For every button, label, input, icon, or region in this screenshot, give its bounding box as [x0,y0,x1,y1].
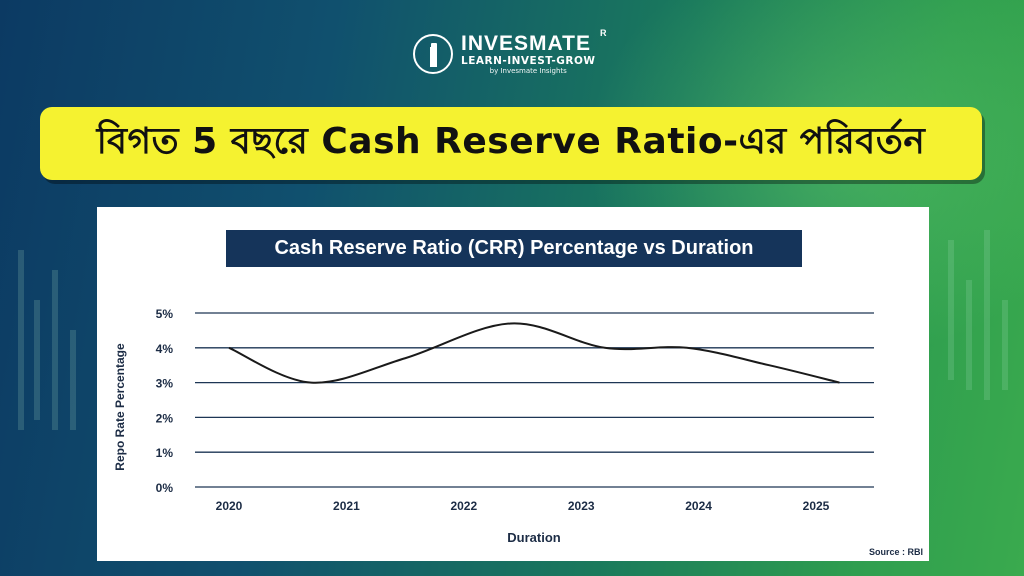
background-candle [984,230,990,400]
y-tick-label: 3% [156,377,174,391]
logo-i-icon [413,34,453,74]
y-tick-label: 5% [156,307,174,321]
chart-title: Cash Reserve Ratio (CRR) Percentage vs D… [226,230,802,267]
x-tick-label: 2023 [568,499,595,513]
registered-mark: R [599,27,608,38]
source-note: Source : RBI [868,547,923,557]
y-tick-label: 4% [156,342,174,356]
y-tick-label: 2% [156,411,174,425]
x-tick-label: 2025 [803,499,830,513]
line-chart: 0% 1% 2% 3% 4% 5% 2020 2021 2022 2023 2024 2025 Rep… [113,307,874,545]
background-candle [1002,300,1008,390]
headline-banner: বিগত 5 বছরে Cash Reserve Ratio-এর পরিবর্… [40,107,982,180]
y-tick-label: 1% [156,446,174,460]
brand-logo: INVESMATE R LEARN-INVEST-GROW by Invesmat… [413,27,608,78]
chart-card: Cash Reserve Ratio (CRR) Percentage vs D… [97,207,929,561]
background-candle [18,250,24,430]
x-tick-label: 2024 [685,499,712,513]
y-axis-label: Repo Rate Percentage [113,343,127,471]
x-axis-label: Duration [507,530,561,545]
x-tick-label: 2022 [450,499,477,513]
brand-byline: by Invesmate Insights [489,67,567,76]
brand-name: INVESMATE R [461,27,608,55]
brand-tagline: LEARN-INVEST-GROW [461,54,596,67]
background-candle [70,330,76,430]
background-candle [34,300,40,420]
y-tick-label: 0% [156,481,174,495]
x-tick-label: 2020 [216,499,243,513]
x-tick-label: 2021 [333,499,360,513]
background-candle [948,240,954,380]
series-line [228,322,840,384]
background-candle [966,280,972,390]
background-candle [52,270,58,430]
